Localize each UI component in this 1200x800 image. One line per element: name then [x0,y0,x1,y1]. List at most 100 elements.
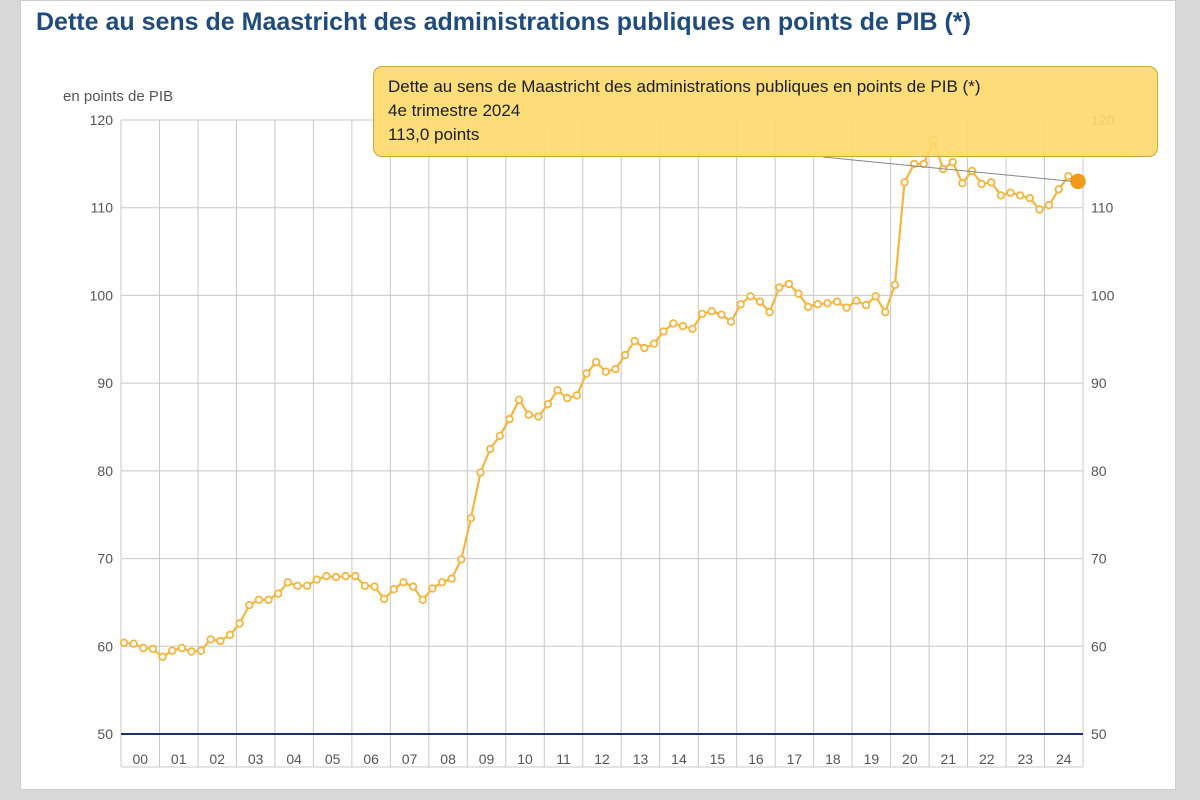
data-point [514,395,524,404]
data-point [823,299,832,308]
data-point [418,595,427,604]
data-point [842,303,851,312]
data-point [1064,171,1073,181]
data-point [293,581,302,590]
y-axis-label: en points de PIB [63,88,173,105]
data-point [765,307,774,317]
x-tick-label: 04 [286,751,302,767]
data-point [457,555,466,564]
data-point [572,391,582,400]
x-tick-label: 13 [633,751,649,767]
x-tick-label: 02 [209,751,225,767]
data-point [476,468,485,477]
x-tick-label: 10 [517,751,533,767]
data-point [755,297,765,306]
data-point [302,581,312,590]
data-point [881,307,890,317]
x-tick-label: 12 [594,751,610,767]
x-tick-label: 24 [1056,751,1072,767]
axes: 5050606070708080909010010011011012012000… [90,112,1115,767]
data-point [225,630,235,640]
x-tick-label: 11 [556,751,571,767]
x-tick-label: 22 [979,751,995,767]
highlighted-point [1070,173,1086,190]
data-point [775,283,784,292]
tooltip-period: 4e trimestre 2024 [388,101,521,120]
data-point [890,280,900,290]
data-point [659,327,668,336]
data-point [852,296,861,305]
data-point [216,636,225,646]
data-point [563,393,572,403]
data-point [437,578,447,587]
x-tick-label: 03 [248,751,264,767]
data-point [977,179,986,189]
data-point [698,309,707,318]
tooltip: Dette au sens de Maastricht des administ… [373,66,1158,157]
data-point [167,646,177,655]
data-point [206,635,215,644]
series-line [119,135,1086,661]
data-point [245,600,254,610]
data-point [486,444,495,454]
data-point [678,321,688,331]
data-point [524,410,533,419]
data-point [592,357,601,367]
x-tick-label: 07 [402,751,418,767]
data-point [582,369,591,378]
y-tick-label-left: 80 [97,463,113,479]
x-tick-label: 21 [941,751,957,767]
data-point [187,647,196,656]
data-point [794,289,803,298]
tooltip-title: Dette au sens de Maastricht des administ… [388,77,981,96]
y-tick-label-left: 60 [97,638,113,654]
y-tick-label-right: 80 [1091,463,1107,479]
y-tick-label-right: 60 [1091,638,1107,654]
data-point [813,300,822,309]
x-tick-label: 20 [902,751,918,767]
y-tick-label-left: 90 [97,375,113,391]
data-point [784,279,794,289]
data-point [495,431,504,440]
x-tick-label: 05 [325,751,341,767]
data-point [534,412,543,421]
data-point [139,643,148,653]
data-point [649,339,659,348]
data-point [389,585,398,594]
data-point [707,307,716,316]
data-point [148,644,158,654]
data-point [177,643,186,653]
y-tick-label-right: 100 [1091,287,1115,303]
data-point [1025,193,1034,203]
data-point [505,414,514,424]
data-point [1035,205,1044,214]
data-point [1016,191,1025,200]
data-point [322,571,331,581]
data-point [601,367,610,376]
data-point [948,157,957,167]
data-point [746,292,755,301]
data-point [611,364,620,374]
x-tick-label: 19 [864,751,880,767]
data-point [428,584,437,593]
data-point [553,386,562,395]
data-point [871,292,880,301]
data-point [408,582,418,591]
x-tick-label: 17 [787,751,803,767]
x-tick-label: 23 [1017,751,1033,767]
data-point [360,581,370,590]
y-tick-label-left: 100 [90,287,114,303]
data-point [630,336,639,346]
data-point [861,300,871,310]
data-point [196,646,206,655]
data-point [466,514,476,523]
data-point [717,310,726,319]
data-point [129,639,138,648]
x-tick-label: 00 [132,751,148,767]
data-point [351,571,360,581]
y-tick-label-right: 70 [1091,551,1107,567]
series-polyline [123,139,1079,658]
data-point [283,578,292,587]
x-tick-label: 08 [440,751,456,767]
